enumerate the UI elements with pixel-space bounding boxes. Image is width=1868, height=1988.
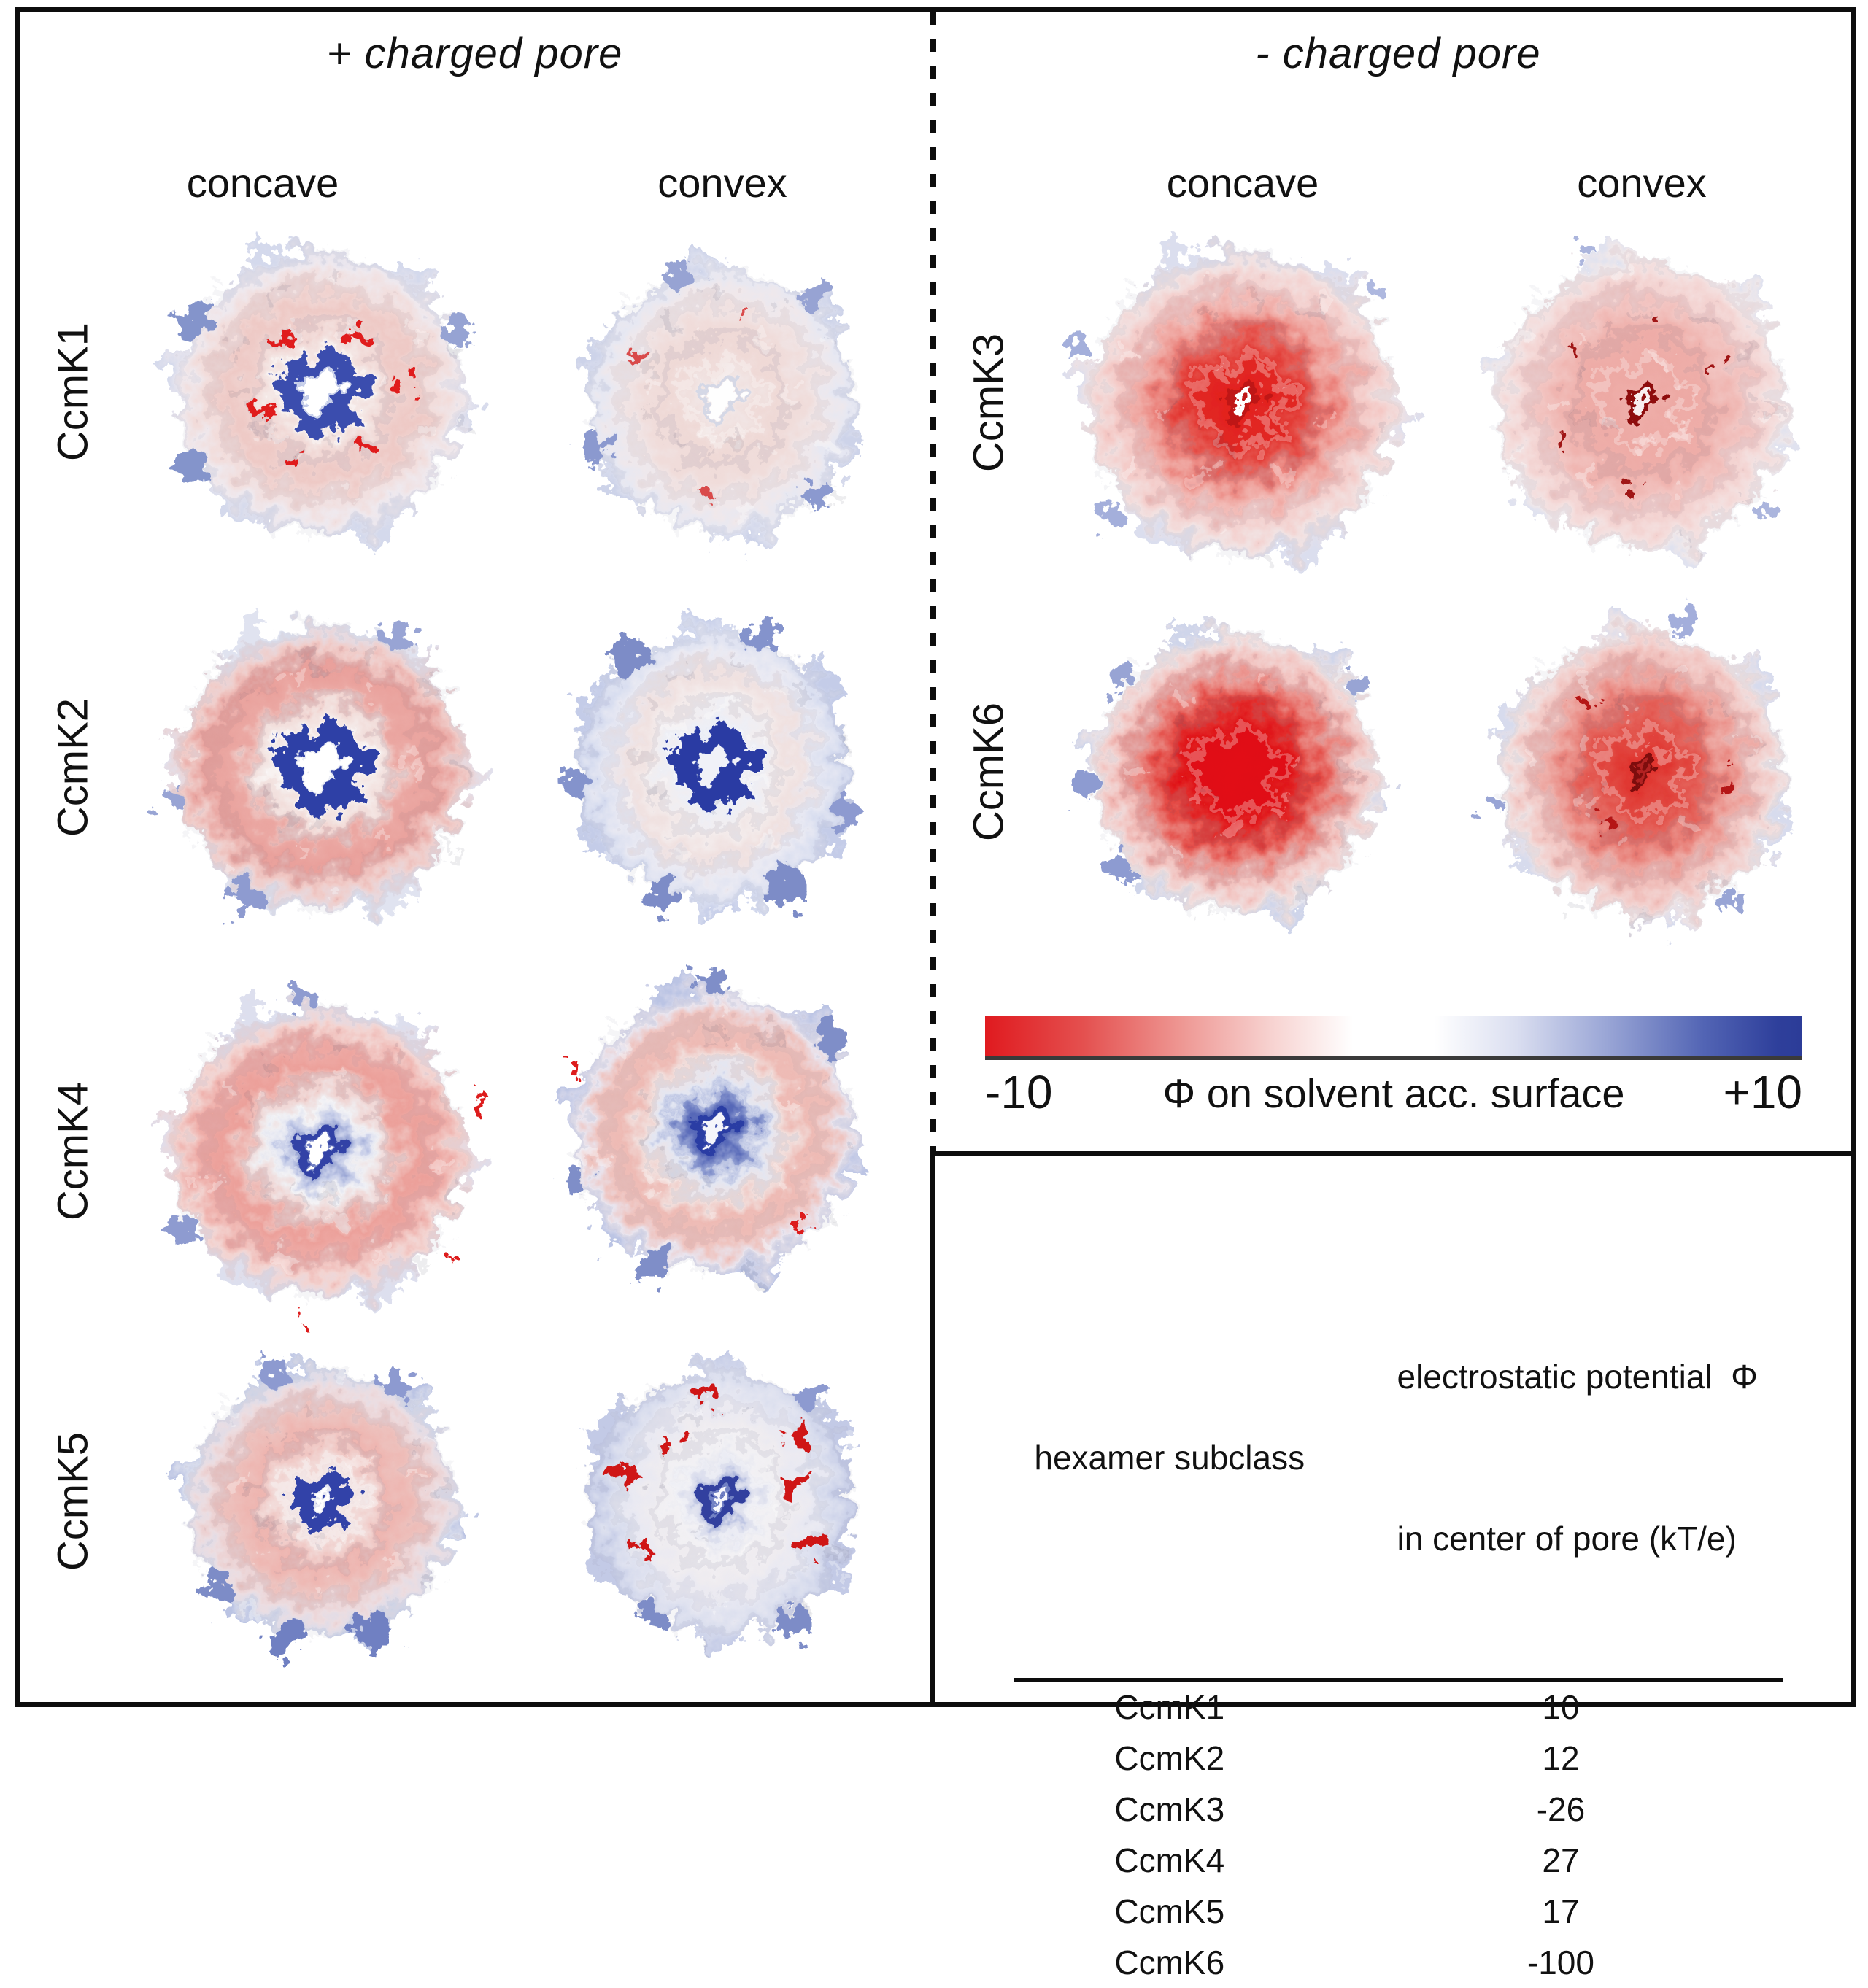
table-cell-name: CcmK3 <box>1114 1790 1225 1828</box>
ccmk1-concave-surface-image <box>137 208 506 576</box>
pore <box>278 349 364 435</box>
table-row: CcmK4 27 <box>942 1835 1852 1886</box>
table-cell-name: CcmK4 <box>1114 1841 1225 1879</box>
left-concave-column-label: concave <box>186 160 339 206</box>
table-row: CcmK3 -26 <box>942 1784 1852 1835</box>
table-cell-name: CcmK2 <box>1114 1739 1225 1777</box>
table-cell-value: 27 <box>1542 1841 1580 1879</box>
pore <box>700 378 744 422</box>
table-cell-value: 12 <box>1542 1739 1580 1777</box>
ccmk4-convex-surface-image <box>533 948 898 1313</box>
ccmk1-convex-surface-image <box>550 228 895 572</box>
molecular-surface <box>579 252 862 547</box>
pore <box>1632 761 1654 783</box>
row-label-ccmk3: CcmK3 <box>965 333 1013 473</box>
table-cell-name: CcmK5 <box>1114 1892 1225 1930</box>
table-row: CcmK1 10 <box>942 1682 1852 1733</box>
table-row: CcmK2 12 <box>942 1733 1852 1784</box>
ccmk3-concave-surface-image <box>1044 204 1442 602</box>
ccmk2-concave-surface-image <box>136 581 509 954</box>
figure-outer-frame <box>15 7 1856 1707</box>
table-cell-value: -100 <box>1527 1943 1594 1981</box>
colorbar-max-label: +10 <box>1723 1066 1802 1118</box>
table-row: CcmK6 -100 <box>942 1937 1852 1988</box>
table-cell-value: 10 <box>1542 1688 1580 1726</box>
electrostatic-potential-table: hexamer subclass electrostatic potential… <box>942 1160 1852 1981</box>
molecular-surface <box>1062 245 1414 570</box>
negative-pore-panel-title: - charged pore <box>1255 30 1541 77</box>
colorbar-title: Φ on solvent acc. surface <box>1162 1070 1625 1116</box>
ccmk2-convex-surface-image <box>538 590 889 942</box>
table-header-subclass: hexamer subclass <box>1034 1439 1305 1477</box>
pore <box>1626 387 1657 418</box>
positive-pore-panel-title: + charged pore <box>326 30 623 77</box>
molecular-surface <box>155 986 484 1324</box>
table-box-left-border <box>930 1151 935 1702</box>
left-convex-column-label: convex <box>657 160 787 206</box>
ccmk3-convex-surface-image <box>1454 215 1830 591</box>
table-cell-value: 17 <box>1542 1892 1580 1930</box>
table-cell-value: -26 <box>1536 1790 1586 1828</box>
pore <box>293 1471 352 1531</box>
table-box-top-border <box>930 1151 1852 1156</box>
table-header-row: hexamer subclass electrostatic potential… <box>942 1242 1852 1674</box>
row-label-ccmk1: CcmK1 <box>49 322 97 462</box>
molecular-surface <box>161 619 485 917</box>
panel-divider-dashed-line <box>930 12 936 1155</box>
ccmk4-concave-surface-image <box>130 962 509 1341</box>
molecular-surface <box>163 244 479 546</box>
colorbar-min-label: -10 <box>985 1066 1053 1118</box>
row-label-ccmk5: CcmK5 <box>49 1431 97 1571</box>
ccmk5-convex-surface-image <box>549 1328 893 1673</box>
right-convex-column-label: convex <box>1577 160 1707 206</box>
molecular-surface <box>1485 239 1799 561</box>
electrostatic-colorbar <box>985 1016 1802 1060</box>
table-header-rule <box>1014 1678 1783 1682</box>
table-header-potential: electrostatic potential Φ in center of p… <box>1397 1242 1758 1674</box>
molecular-surface <box>571 1351 855 1650</box>
ccmk6-convex-surface-image <box>1459 588 1828 956</box>
pore <box>277 722 368 813</box>
table-cell-name: CcmK1 <box>1114 1688 1225 1726</box>
row-label-ccmk2: CcmK2 <box>49 697 97 838</box>
pore <box>672 724 755 808</box>
molecular-surface <box>562 614 861 918</box>
pore <box>695 1110 736 1151</box>
molecular-surface <box>1070 622 1393 921</box>
table-header-potential-line1: electrostatic potential Φ <box>1397 1358 1758 1396</box>
row-label-ccmk4: CcmK4 <box>49 1081 97 1221</box>
table-row: CcmK5 17 <box>942 1886 1852 1937</box>
molecular-surface <box>174 1358 471 1655</box>
ccmk6-concave-surface-image <box>1054 589 1419 954</box>
table-header-potential-line2: in center of pore (kT/e) <box>1397 1520 1737 1558</box>
pore <box>1226 386 1259 419</box>
molecular-surface <box>1483 611 1799 930</box>
pore <box>698 1478 744 1523</box>
molecular-surface <box>562 967 868 1285</box>
table-cell-name: CcmK6 <box>1114 1943 1225 1981</box>
right-concave-column-label: concave <box>1166 160 1319 206</box>
ccmk5-concave-surface-image <box>149 1328 496 1675</box>
row-label-ccmk6: CcmK6 <box>965 702 1013 842</box>
pore <box>296 1128 343 1175</box>
